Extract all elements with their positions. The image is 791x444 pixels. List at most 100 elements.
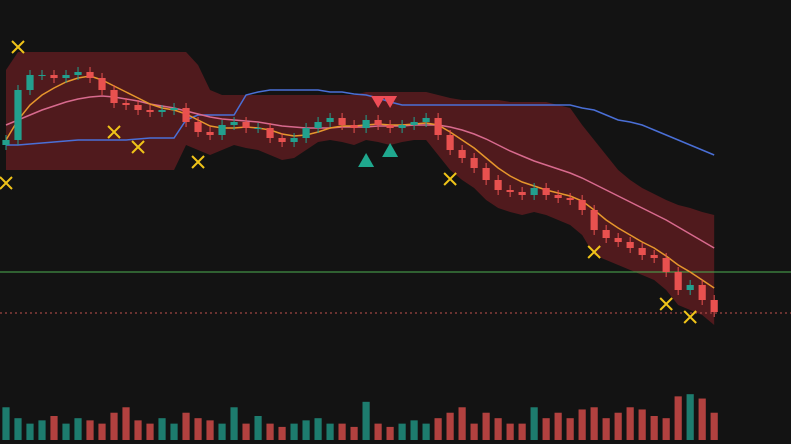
candle-body xyxy=(230,122,238,125)
candle-body xyxy=(590,210,598,230)
volume-bar xyxy=(554,412,562,440)
volume-bar xyxy=(602,418,610,440)
candle-body xyxy=(554,195,562,198)
volume-bar xyxy=(110,412,118,440)
volume-bar xyxy=(338,423,346,440)
candle-body xyxy=(278,138,286,142)
candle-body xyxy=(38,75,46,76)
cross-marker xyxy=(443,172,457,186)
volume-bar xyxy=(434,418,442,440)
volume-bar xyxy=(650,416,658,440)
volume-bar xyxy=(710,412,718,440)
candle-body xyxy=(218,125,226,135)
volume-bar xyxy=(542,418,550,440)
candle-body xyxy=(74,72,82,75)
volume-bar xyxy=(374,423,382,440)
volume-bar xyxy=(494,418,502,440)
candle-body xyxy=(326,118,334,122)
candle-body xyxy=(14,90,22,140)
candle-body xyxy=(2,140,10,145)
candle-body xyxy=(110,90,118,103)
volume-bar xyxy=(362,401,370,440)
volume-bar xyxy=(470,423,478,440)
volume-bar xyxy=(674,396,682,440)
volume-bar xyxy=(146,423,154,440)
cross-marker xyxy=(587,245,601,259)
candle-body xyxy=(146,110,154,112)
candle-body xyxy=(194,122,202,132)
volume-bar xyxy=(122,407,130,440)
candle-body xyxy=(482,168,490,180)
candle-body xyxy=(350,125,358,128)
volume-bar xyxy=(254,416,262,440)
candle-body xyxy=(98,78,106,90)
candle-body xyxy=(470,158,478,168)
candle-body xyxy=(422,118,430,122)
volume-bar xyxy=(98,423,106,440)
volume-bar xyxy=(134,420,142,440)
volume-bar xyxy=(698,398,706,440)
candle-body xyxy=(710,300,718,312)
volume-bar xyxy=(410,420,418,440)
candle-body xyxy=(242,122,250,128)
candle-body xyxy=(566,198,574,200)
sell-signal xyxy=(371,96,386,108)
candle-body xyxy=(50,75,58,78)
volume-bar xyxy=(446,412,454,440)
candle-body xyxy=(134,105,142,110)
candle-body xyxy=(398,125,406,128)
candle-body xyxy=(122,103,130,105)
candle-body xyxy=(86,72,94,78)
volume-bar xyxy=(350,426,358,440)
cross-marker xyxy=(107,125,121,139)
volume-bar xyxy=(278,426,286,440)
candle-body xyxy=(650,255,658,258)
volume-bar xyxy=(482,412,490,440)
candle-body xyxy=(518,192,526,195)
volume-bar xyxy=(206,420,214,440)
volume-bar xyxy=(14,418,22,440)
buy-signal xyxy=(358,153,375,167)
volume-bar xyxy=(638,409,646,440)
candle-body xyxy=(266,128,274,138)
volume-bar xyxy=(614,412,622,440)
candle-body xyxy=(614,238,622,242)
candle-body xyxy=(290,138,298,142)
candle-body xyxy=(62,75,70,78)
volume-bar xyxy=(326,423,334,440)
cross-marker xyxy=(131,140,145,154)
candle-body xyxy=(314,122,322,128)
buy-signal xyxy=(382,143,399,157)
volume-bar xyxy=(26,423,34,440)
volume-bar xyxy=(62,423,70,440)
volume-bar xyxy=(218,423,226,440)
candle-body xyxy=(158,110,166,112)
candle-body xyxy=(206,132,214,135)
volume-bar xyxy=(230,407,238,440)
volume-bar xyxy=(566,418,574,440)
candle-body xyxy=(182,108,190,122)
volume-bar xyxy=(386,426,394,440)
candle-body xyxy=(374,120,382,125)
volume-bar xyxy=(194,418,202,440)
volume-bar xyxy=(518,423,526,440)
volume-bar xyxy=(506,423,514,440)
cross-marker xyxy=(191,155,205,169)
moving-average-line xyxy=(5,95,715,249)
candle-body xyxy=(662,258,670,272)
volume-bar xyxy=(398,423,406,440)
candle-body xyxy=(338,118,346,125)
sell-signal xyxy=(383,96,398,108)
volume-bar xyxy=(686,394,694,440)
candle-body xyxy=(446,135,454,150)
volume-bar xyxy=(38,420,46,440)
candle-body xyxy=(626,242,634,248)
candle-body xyxy=(578,200,586,210)
candle-body xyxy=(170,108,178,110)
volume-bar xyxy=(50,416,58,440)
volume-bar xyxy=(578,409,586,440)
cross-marker xyxy=(683,310,697,324)
candle-body xyxy=(362,120,370,128)
